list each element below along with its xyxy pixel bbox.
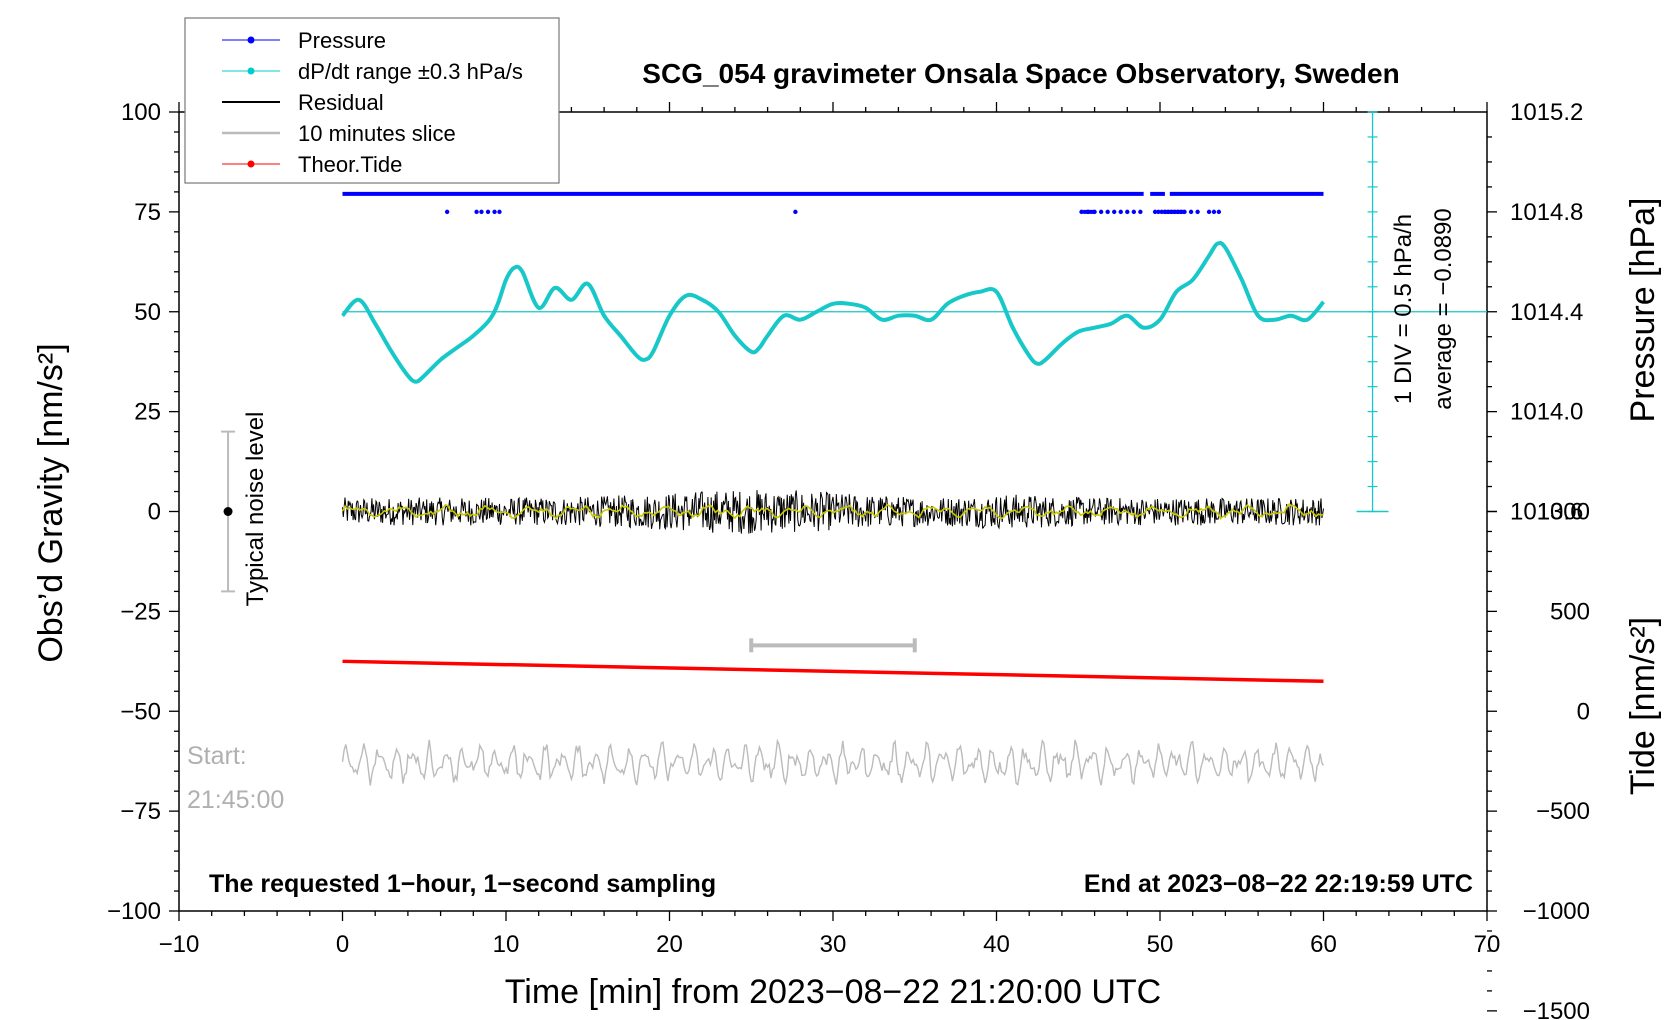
dpdt-scale bbox=[342, 111, 1487, 513]
pressure-tick-label: 1013.6 bbox=[1510, 499, 1583, 526]
dpdt-average-label: average = −0.0890 bbox=[1430, 208, 1457, 410]
x-tick-label: 70 bbox=[1474, 931, 1501, 958]
legend-label-pressure: Pressure bbox=[298, 28, 386, 53]
legend-box bbox=[184, 17, 560, 184]
legend-label-dpdt: dP/dt range ±0.3 hPa/s bbox=[298, 59, 523, 84]
x-tick-label: 30 bbox=[820, 931, 847, 958]
pressure-dot bbox=[497, 209, 502, 215]
pressure-dot bbox=[1105, 209, 1110, 215]
tide-axis-title: Tide [nm/s²] bbox=[1624, 617, 1662, 795]
y-tick-label: −75 bbox=[120, 798, 161, 825]
ten-minute-slice-line bbox=[341, 738, 1325, 786]
legend-marker-dpdt bbox=[247, 67, 255, 75]
y-axis-title: Obs’d Gravity [nm/s²] bbox=[32, 343, 70, 662]
noise-bar-center-dot bbox=[223, 507, 233, 516]
pressure-dot bbox=[444, 209, 450, 215]
pressure-dot bbox=[793, 209, 798, 215]
y-tick-label: 25 bbox=[134, 399, 161, 426]
pressure-dot bbox=[492, 209, 497, 215]
dpdt-div-label: 1 DIV = 0.5 hPa/h bbox=[1390, 214, 1417, 404]
pressure-dot bbox=[1156, 209, 1161, 215]
tide-tick-label: −1500 bbox=[1523, 998, 1590, 1020]
legend-label-tide: Theor.Tide bbox=[298, 152, 402, 177]
y-tick-label: −100 bbox=[107, 898, 161, 925]
pressure-dot bbox=[474, 209, 479, 215]
legend-marker-pressure bbox=[247, 36, 255, 44]
data-series bbox=[340, 240, 1326, 786]
end-time-note: End at 2023−08−22 22:19:59 UTC bbox=[1084, 870, 1473, 898]
noise-level-bar bbox=[221, 430, 917, 653]
residual-smoothed-line bbox=[341, 503, 1324, 521]
pressure-dot bbox=[1138, 209, 1143, 215]
legend-label-slice: 10 minutes slice bbox=[298, 121, 456, 146]
pressure-dot bbox=[1131, 209, 1137, 215]
pressure-line bbox=[340, 240, 1326, 384]
pressure-tick-label: 1014.8 bbox=[1510, 199, 1583, 226]
tide-tick-label: −1000 bbox=[1523, 898, 1590, 925]
legend-marker-tide bbox=[247, 160, 255, 168]
pressure-tick-label: 1014.4 bbox=[1510, 299, 1583, 326]
y-tick-label: 75 bbox=[134, 199, 161, 226]
y-tick-label: 50 bbox=[134, 299, 161, 326]
start-label: Start: bbox=[187, 742, 247, 770]
axis-ticks: −10 0 10 20 30 40 50 60 701007550250−25−50−75−10… bbox=[107, 99, 1590, 1020]
chart-title: SCG_054 gravimeter Onsala Space Observat… bbox=[642, 58, 1399, 89]
pressure-dots bbox=[342, 191, 1324, 215]
pressure-dot bbox=[1152, 209, 1158, 215]
tide-tick-label: 1000 bbox=[1537, 499, 1590, 526]
theoretical-tide-line bbox=[342, 659, 1324, 684]
pressure-dot bbox=[1118, 209, 1123, 215]
pressure-dot bbox=[1079, 209, 1084, 215]
x-axis-title: Time [min] from 2023−08−22 21:20:00 UTC bbox=[505, 973, 1161, 1011]
pressure-dot bbox=[1098, 209, 1104, 215]
x-tick-label: 0 bbox=[336, 931, 349, 958]
pressure-dot bbox=[1211, 209, 1217, 215]
y-tick-label: 100 bbox=[121, 99, 161, 126]
tide-tick-label: 0 bbox=[1577, 698, 1590, 725]
pressure-dot bbox=[479, 209, 484, 215]
x-tick-label: 50 bbox=[1147, 931, 1174, 958]
pressure-dot bbox=[1195, 209, 1200, 215]
pressure-dot bbox=[485, 209, 491, 215]
pressure-dot bbox=[1125, 209, 1130, 215]
x-tick-label: 20 bbox=[656, 931, 683, 958]
pressure-dot bbox=[1216, 209, 1222, 215]
pressure-tick-label: 1015.2 bbox=[1510, 99, 1583, 126]
y-tick-label: −25 bbox=[120, 598, 161, 625]
residual-line bbox=[342, 490, 1324, 534]
x-tick-label: 40 bbox=[983, 931, 1010, 958]
pressure-axis-title: Pressure [hPa] bbox=[1624, 198, 1662, 423]
y-tick-label: 0 bbox=[148, 499, 161, 526]
pressure-tick-label: 1014.0 bbox=[1510, 399, 1583, 426]
pressure-dot bbox=[1206, 209, 1212, 215]
pressure-dot bbox=[1159, 209, 1164, 215]
pressure-dot bbox=[1188, 209, 1194, 215]
start-time: 21:45:00 bbox=[187, 786, 284, 814]
pressure-dot bbox=[1112, 209, 1117, 215]
y-tick-label: −50 bbox=[120, 698, 161, 725]
legend: Pressure dP/dt range ±0.3 hPa/s Residual… bbox=[184, 17, 560, 184]
tide-tick-label: 500 bbox=[1550, 598, 1590, 625]
noise-level-label: Typical noise level bbox=[242, 412, 269, 607]
tide-tick-label: −500 bbox=[1536, 798, 1590, 825]
x-tick-label: 10 bbox=[493, 931, 520, 958]
legend-label-residual: Residual bbox=[298, 90, 384, 115]
x-tick-label: −10 bbox=[159, 931, 200, 958]
x-tick-label: 60 bbox=[1310, 931, 1337, 958]
sampling-note: The requested 1−hour, 1−second sampling bbox=[209, 870, 716, 898]
